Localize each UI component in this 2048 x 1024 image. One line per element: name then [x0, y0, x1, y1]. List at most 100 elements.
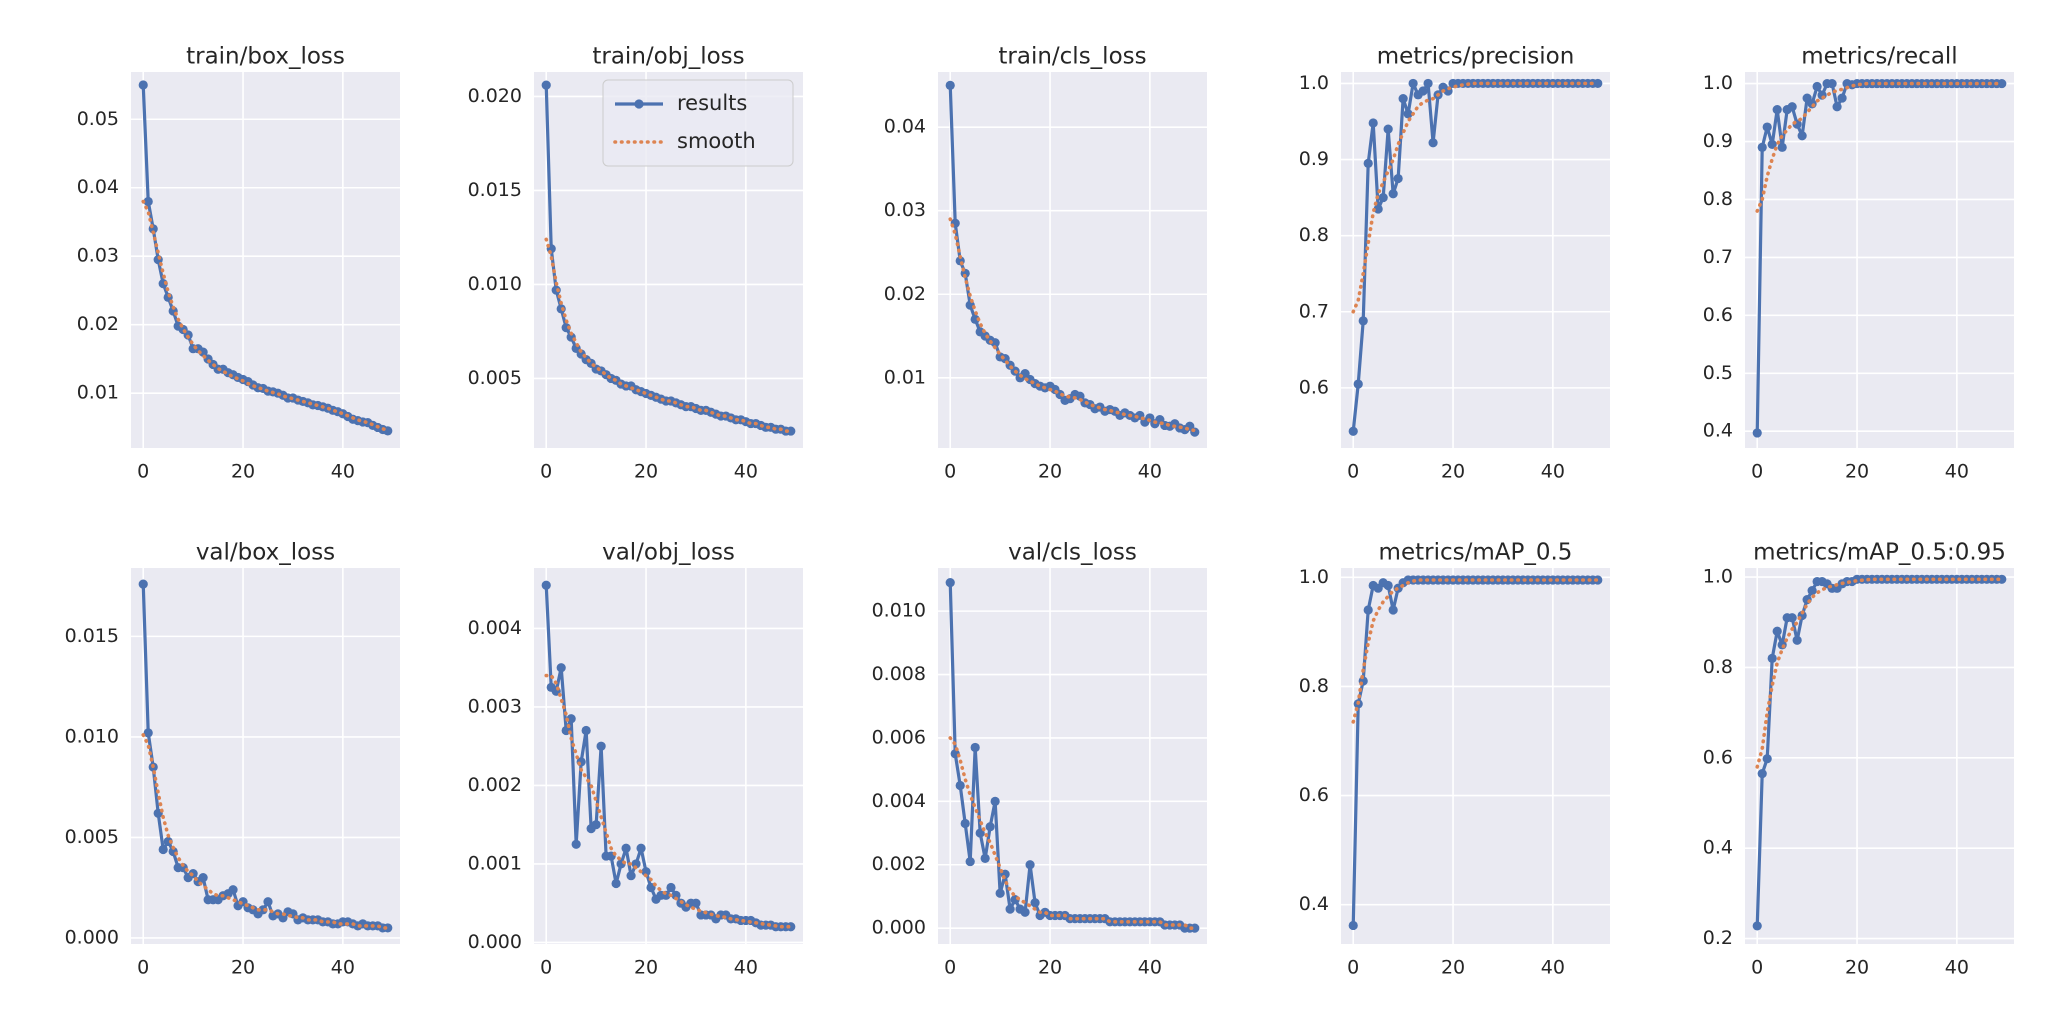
- x-tick-label: 0: [944, 461, 956, 483]
- legend-label: smooth: [677, 129, 756, 153]
- marker: [1378, 192, 1388, 203]
- x-tick-label: 20: [231, 461, 255, 483]
- plot-content: [1752, 574, 2007, 931]
- x-tick-label: 20: [1441, 461, 1465, 483]
- marker: [198, 873, 208, 883]
- marker: [228, 885, 238, 895]
- marker: [1353, 379, 1363, 389]
- x-tick-label: 0: [540, 957, 552, 979]
- marker: [1403, 109, 1413, 119]
- y-tick-label: 0.004: [468, 617, 522, 639]
- smooth-line: [1755, 577, 2004, 769]
- x-tick-label: 40: [1138, 957, 1162, 979]
- y-tick-label: 0.000: [65, 926, 119, 948]
- x-tick-label: 40: [1541, 461, 1565, 483]
- y-tick-label: 1.0: [1299, 72, 1329, 94]
- y-tick-label: 0.4: [1703, 420, 1733, 442]
- marker: [1423, 78, 1433, 89]
- marker: [1005, 904, 1015, 914]
- smooth-line: [544, 673, 793, 929]
- y-tick-label: 0.03: [77, 245, 119, 267]
- plot-content: [945, 80, 1200, 437]
- plot-area: [1745, 72, 2014, 448]
- x-tick-label: 20: [1038, 461, 1062, 483]
- x-tick-label: 40: [1541, 957, 1565, 979]
- x-tick-label: 20: [1845, 461, 1869, 483]
- y-tick-label: 0.015: [65, 625, 119, 647]
- y-tick-label: 0.01: [77, 382, 119, 404]
- subplot: 0.01 0.02 0.03 0.04 0 20 40 train/cls_loss: [884, 44, 1207, 483]
- plot-area: [1745, 568, 2014, 944]
- marker: [1997, 574, 2007, 584]
- marker: [158, 844, 168, 855]
- y-tick-label: 1.0: [1299, 566, 1329, 588]
- plot-area: [131, 568, 400, 944]
- marker: [1418, 86, 1428, 96]
- chart-title: train/cls_loss: [998, 44, 1146, 70]
- marker: [955, 780, 965, 791]
- marker: [980, 853, 990, 864]
- chart-title: metrics/mAP_0.5: [1379, 540, 1573, 566]
- plot-content: [541, 80, 796, 436]
- y-tick-label: 0.020: [468, 85, 522, 107]
- legend-label: results: [677, 91, 747, 115]
- y-tick-label: 0.8: [1703, 656, 1733, 678]
- subplot: 0.6 0.7 0.8 0.9 1.0 0 20 40 metrics/precision: [1299, 44, 1610, 483]
- marker: [1997, 78, 2007, 89]
- legend-box: [602, 79, 794, 167]
- marker: [1020, 907, 1030, 917]
- smooth-line: [948, 736, 1197, 930]
- y-tick-label: 0.4: [1703, 837, 1733, 859]
- marker: [1797, 131, 1807, 141]
- marker: [1398, 94, 1408, 104]
- marker: [945, 577, 955, 588]
- marker: [1772, 105, 1782, 115]
- y-tick-label: 0.05: [77, 108, 119, 130]
- x-tick-label: 20: [1845, 957, 1869, 979]
- chart-title: train/box_loss: [186, 44, 345, 70]
- smooth-line: [544, 237, 793, 433]
- y-tick-label: 0.5: [1703, 362, 1733, 384]
- x-tick-label: 0: [1751, 461, 1763, 483]
- smooth-line: [1351, 81, 1600, 314]
- marker: [1383, 580, 1393, 591]
- plot-content: [541, 580, 796, 932]
- y-tick-label: 0.003: [468, 695, 522, 717]
- y-tick-label: 0.000: [872, 917, 926, 939]
- x-tick-label: 40: [1138, 461, 1162, 483]
- y-tick-label: 0.9: [1299, 148, 1329, 170]
- plot-content: [138, 579, 393, 933]
- x-tick-label: 40: [734, 461, 758, 483]
- marker: [995, 888, 1005, 898]
- x-tick-label: 40: [331, 957, 355, 979]
- marker: [1393, 173, 1403, 184]
- marker: [596, 741, 606, 751]
- plot-content: [945, 577, 1200, 933]
- marker: [1190, 923, 1200, 933]
- y-tick-label: 0.010: [872, 600, 926, 622]
- marker: [1837, 93, 1847, 103]
- x-tick-label: 0: [137, 957, 149, 979]
- chart-title: metrics/recall: [1801, 44, 1957, 70]
- legend: results smooth: [602, 79, 794, 167]
- y-tick-label: 0.8: [1703, 188, 1733, 210]
- subplot: 0.4 0.5 0.6 0.7 0.8 0.9 1.0 0 20 40 metrics/recall: [1703, 44, 2014, 483]
- marker: [975, 828, 985, 838]
- smooth-line: [141, 733, 390, 930]
- marker: [1827, 78, 1837, 89]
- y-tick-label: 0.006: [872, 726, 926, 748]
- x-tick-label: 20: [1441, 957, 1465, 979]
- plot-area: [938, 568, 1207, 944]
- subplot: 0.4 0.6 0.8 1.0 0 20 40 metrics/mAP_0.5: [1299, 540, 1610, 979]
- y-tick-label: 0.6: [1703, 746, 1733, 768]
- x-tick-label: 0: [944, 957, 956, 979]
- marker: [1762, 122, 1772, 132]
- marker: [138, 579, 148, 589]
- marker: [591, 820, 601, 830]
- marker: [1408, 78, 1418, 89]
- marker: [985, 822, 995, 832]
- y-tick-label: 0.010: [65, 725, 119, 747]
- marker: [641, 867, 651, 877]
- marker: [1767, 653, 1777, 663]
- y-tick-label: 0.7: [1703, 246, 1733, 268]
